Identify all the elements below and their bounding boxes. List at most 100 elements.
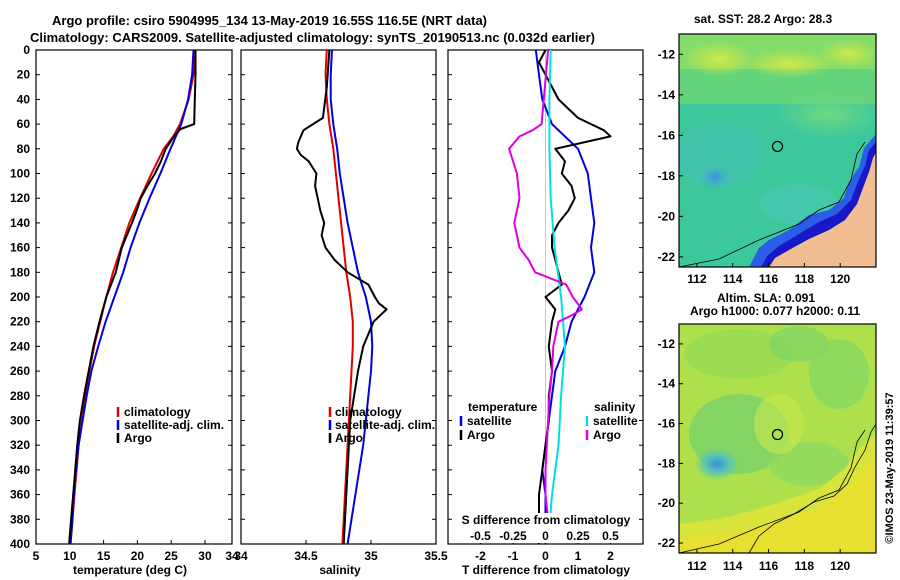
sst-map-field bbox=[679, 34, 876, 267]
depth-tick-label: 260 bbox=[10, 364, 30, 378]
s-difference-tick-label: 0.5 bbox=[602, 529, 619, 543]
salinity-x-tick-label: 34 bbox=[234, 549, 248, 563]
depth-tick-label: 220 bbox=[10, 315, 30, 329]
salinity-x-tick-label: 34.5 bbox=[294, 549, 318, 563]
salinity-x-ticks: 34 34.5 35 35.5 bbox=[234, 49, 448, 563]
lon-tick-label: 120 bbox=[830, 272, 850, 286]
difference-x-ticks: -2 -1 0 1 2 bbox=[448, 49, 643, 563]
temperature-x-tick-label: 5 bbox=[33, 549, 40, 563]
depth-tick-label: 320 bbox=[10, 438, 30, 452]
temperature-series bbox=[68, 49, 197, 545]
difference-series bbox=[508, 49, 612, 545]
lat-tick-label: -20 bbox=[658, 209, 676, 223]
depth-tick-label: 240 bbox=[10, 339, 30, 353]
s-satellite-difference-line bbox=[547, 49, 566, 545]
lat-tick-label: -14 bbox=[658, 377, 676, 391]
sst-map-frame bbox=[678, 33, 877, 268]
s-difference-tick-label: 0.25 bbox=[566, 529, 590, 543]
legend-salinity-title: salinity bbox=[594, 400, 636, 414]
lat-tick-label: -18 bbox=[658, 456, 676, 470]
sla-map-title: Altim. SLA: 0.091 bbox=[717, 291, 815, 305]
salinity-x-tick-label: 35.5 bbox=[424, 549, 448, 563]
lon-tick-label: 116 bbox=[759, 559, 779, 573]
s-argo-difference-line bbox=[508, 49, 583, 544]
header-line2: Climatology: CARS2009. Satellite-adjuste… bbox=[30, 30, 595, 45]
salinity-axes-frame bbox=[240, 49, 437, 545]
lon-tick-label: 112 bbox=[687, 272, 707, 286]
lat-tick-label: -16 bbox=[658, 128, 676, 142]
difference-panel: -2 -1 0 1 2 T difference from climatology S … bbox=[447, 49, 644, 577]
legend-temperature-title: temperature bbox=[468, 400, 538, 414]
difference-x-tick-label: -1 bbox=[508, 549, 519, 563]
lat-tick-label: -12 bbox=[658, 47, 676, 61]
depth-tick-label: 120 bbox=[10, 191, 30, 205]
depth-tick-label: 280 bbox=[10, 389, 30, 403]
difference-x-tick-label: 2 bbox=[607, 549, 614, 563]
temperature-x-ticks: 5 10 15 20 25 30 34 bbox=[33, 49, 239, 563]
legend-s-argo-label: Argo bbox=[593, 428, 621, 442]
lon-tick-label: 118 bbox=[795, 559, 815, 573]
salinity-x-tick-label: 35 bbox=[364, 549, 378, 563]
climatology-salinity-line bbox=[324, 49, 354, 545]
depth-tick-label: 200 bbox=[10, 290, 30, 304]
difference-xlabel: T difference from climatology bbox=[462, 563, 630, 577]
difference-x-tick-label: -2 bbox=[475, 549, 486, 563]
legend-t-argo-label: Argo bbox=[467, 428, 495, 442]
legend-climatology-label: climatology bbox=[335, 405, 402, 419]
sla-lon-ticks: 112 114 116 118 120 bbox=[687, 549, 851, 573]
depth-tick-label: 340 bbox=[10, 463, 30, 477]
lon-tick-label: 118 bbox=[795, 272, 815, 286]
depth-tick-label: 60 bbox=[17, 117, 31, 131]
depth-tick-label: 140 bbox=[10, 216, 30, 230]
sla-map-frame bbox=[678, 323, 877, 554]
lat-tick-label: -16 bbox=[658, 417, 676, 431]
lat-tick-label: -22 bbox=[658, 536, 676, 550]
depth-tick-label: 100 bbox=[10, 167, 30, 181]
temperature-x-tick-label: 34 bbox=[225, 549, 239, 563]
depth-tick-label: 180 bbox=[10, 265, 30, 279]
lat-tick-label: -20 bbox=[658, 496, 676, 510]
salinity-series bbox=[295, 49, 388, 545]
argo-temperature-line bbox=[68, 50, 197, 545]
sst-lon-ticks: 112 114 116 118 120 bbox=[687, 263, 851, 286]
lon-tick-label: 116 bbox=[759, 272, 779, 286]
temperature-x-tick-label: 15 bbox=[97, 549, 111, 563]
depth-tick-label: 0 bbox=[23, 43, 30, 57]
s-difference-x-ticks: -0.5 -0.25 0 0.25 0.5 bbox=[470, 529, 619, 543]
legend-satellite-label: satellite-adj. clim. bbox=[335, 418, 435, 432]
lat-tick-label: -12 bbox=[658, 337, 676, 351]
salinity-xlabel: salinity bbox=[319, 563, 361, 577]
difference-x-tick-label: 0 bbox=[542, 549, 549, 563]
depth-tick-label: 380 bbox=[10, 512, 30, 526]
satellite-salinity-line bbox=[329, 49, 374, 545]
depth-tick-label: 160 bbox=[10, 241, 30, 255]
depth-tick-label: 360 bbox=[10, 488, 30, 502]
difference-legend: temperature satellite Argo salinity sate… bbox=[459, 400, 638, 442]
temperature-x-tick-label: 30 bbox=[198, 549, 212, 563]
sst-argo-location-marker bbox=[771, 140, 784, 153]
difference-x-tick-label: 1 bbox=[575, 549, 582, 563]
sla-map-field bbox=[679, 324, 876, 553]
lon-tick-label: 114 bbox=[723, 559, 743, 573]
sla-lat-ticks: -12 -14 -16 -18 -20 -22 bbox=[658, 337, 683, 550]
legend-climatology-label: climatology bbox=[124, 405, 191, 419]
depth-tick-label: 80 bbox=[17, 142, 31, 156]
lat-tick-label: -18 bbox=[658, 169, 676, 183]
s-difference-tick-label: -0.5 bbox=[470, 529, 491, 543]
temperature-x-tick-label: 25 bbox=[164, 549, 178, 563]
legend-satellite-label: satellite-adj. clim. bbox=[124, 418, 224, 432]
sla-map: Altim. SLA: 0.091 Argo h1000: 0.077 h200… bbox=[658, 291, 877, 573]
depth-tick-labels: 0 20 40 60 80 100 120 140 160 180 200 220 240 260 280 3… bbox=[10, 43, 30, 551]
sla-map-subtitle: Argo h1000: 0.077 h2000: 0.11 bbox=[690, 304, 860, 318]
lon-tick-label: 114 bbox=[723, 272, 743, 286]
depth-tick-label: 40 bbox=[17, 92, 31, 106]
lon-tick-label: 120 bbox=[830, 559, 850, 573]
imos-credit: ©IMOS 23-May-2019 11:39:57 bbox=[884, 392, 896, 543]
temperature-x-tick-label: 10 bbox=[63, 549, 77, 563]
legend-argo-label: Argo bbox=[335, 431, 363, 445]
salinity-legend: climatology satellite-adj. clim. Argo bbox=[328, 405, 435, 445]
legend-argo-label: Argo bbox=[124, 431, 152, 445]
s-difference-axis-box bbox=[456, 513, 636, 543]
salinity-panel: 34 34.5 35 35.5 salinity climatology satell… bbox=[234, 49, 448, 577]
